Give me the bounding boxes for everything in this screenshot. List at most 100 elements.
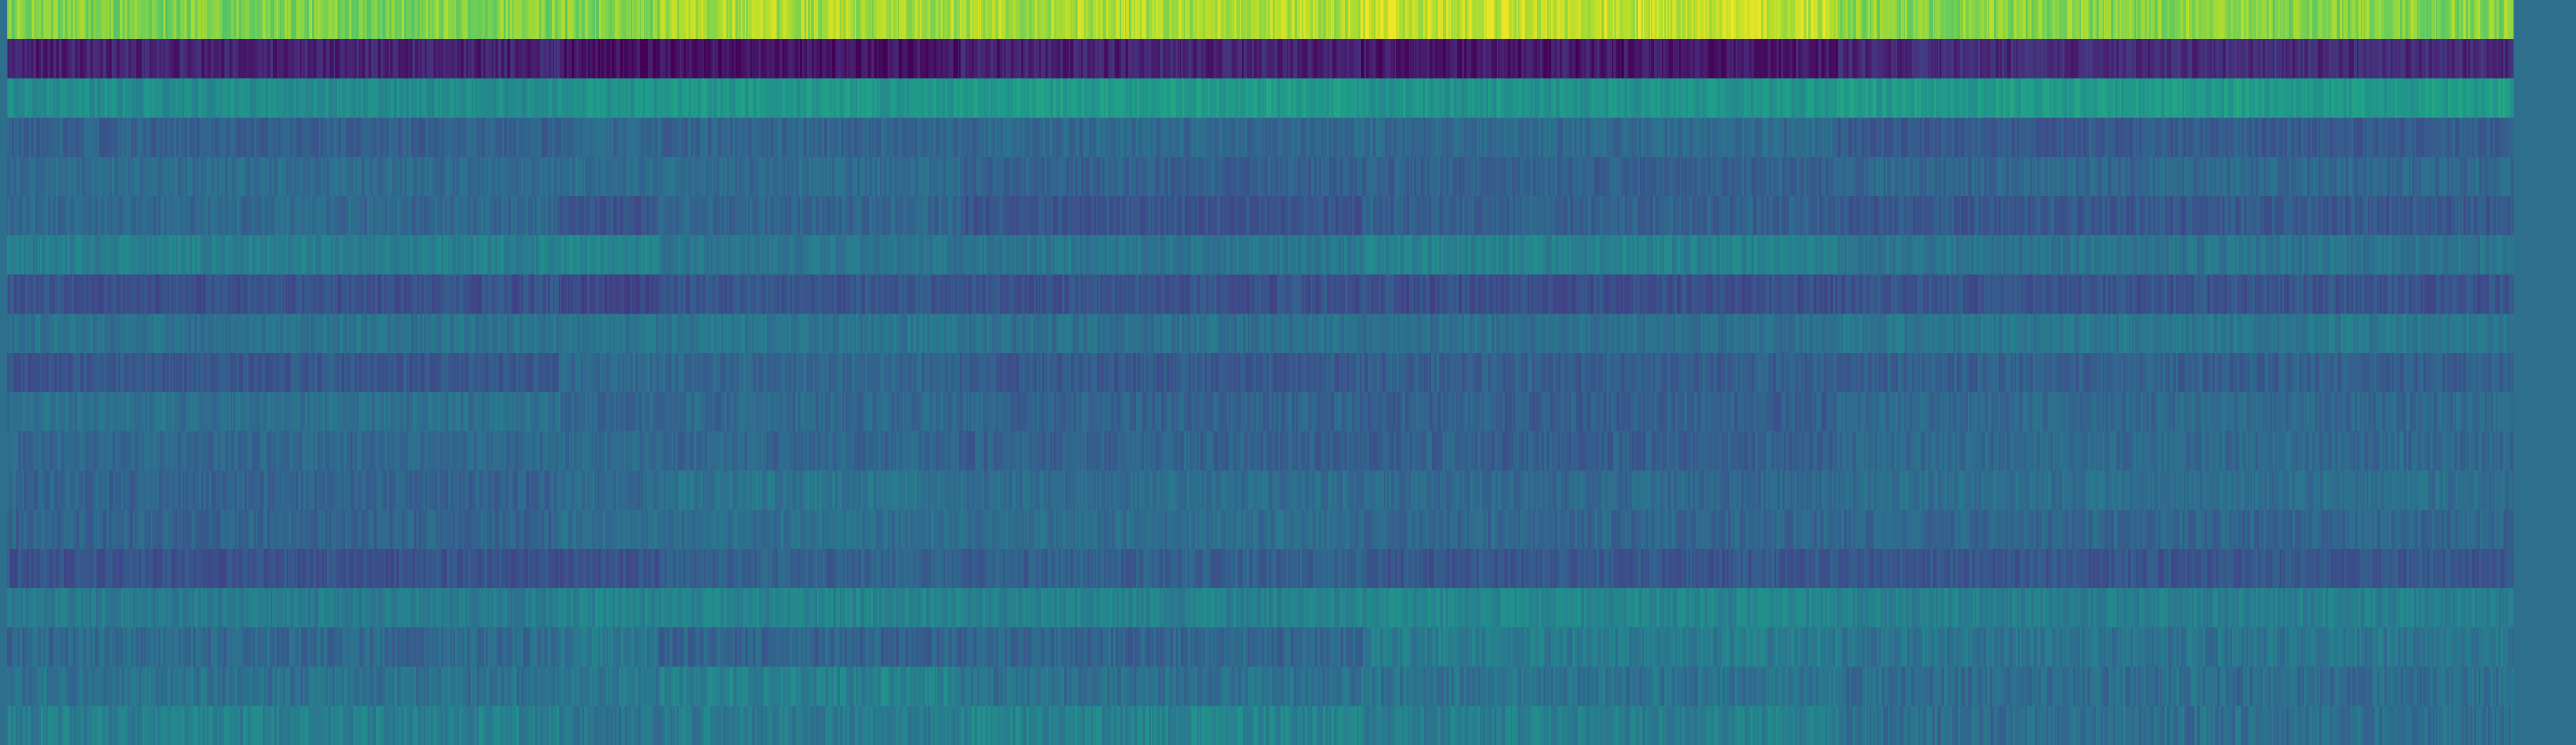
heatmap-cell [1303,0,1306,40]
heatmap-cell [1345,0,1348,40]
heatmap-cell [62,39,64,79]
heatmap-cell [2303,0,2307,40]
heatmap-cell [576,39,579,79]
heatmap-cell [2241,0,2244,40]
heatmap-cell [255,0,258,40]
heatmap-cell [561,0,564,40]
heatmap-cell [146,39,150,79]
heatmap-cell [285,0,288,40]
heatmap-cell [1847,0,1851,40]
heatmap-cell [95,0,98,40]
heatmap-cell [362,39,365,79]
heatmap-cell [551,39,553,79]
heatmap-cell [883,0,887,40]
heatmap-cell [1091,0,1094,40]
heatmap-cell [569,39,572,79]
heatmap-cell [768,0,771,40]
heatmap-cell [133,39,137,79]
heatmap-cell [2161,0,2165,40]
heatmap-cell [159,39,163,79]
heatmap-cell [1206,0,1208,40]
heatmap-cell [2496,0,2500,40]
heatmap-cell [168,0,172,40]
heatmap-cell [1429,0,1432,40]
heatmap-cell [1701,0,1705,40]
heatmap-cell [2419,0,2422,40]
heatmap-cell [1203,0,1206,40]
heatmap-cell [1614,0,1617,40]
heatmap-cell [2486,0,2489,40]
heatmap-cell [1472,0,1475,40]
heatmap-cell [1170,0,1172,40]
heatmap-cell [224,39,227,79]
heatmap-cell [2005,0,2008,40]
heatmap-cell [1197,0,1200,40]
heatmap-cell [1261,0,1265,40]
heatmap-cell [390,39,393,79]
heatmap-cell [454,0,457,40]
heatmap-cell [1833,0,1836,40]
heatmap-cell [1910,0,1913,40]
heatmap-cell [58,0,61,40]
heatmap-cell [2137,0,2141,40]
heatmap-cell [1063,0,1066,40]
heatmap-cell [43,0,47,40]
heatmap-cell [304,0,308,40]
heatmap-cell [349,0,352,40]
heatmap-cell [1434,0,1436,40]
heatmap-cell [134,0,138,40]
heatmap-cell [1328,0,1331,40]
heatmap-cell [36,0,39,40]
heatmap-cell [1907,0,1910,40]
heatmap-cell [2422,0,2425,40]
heatmap-cell [61,0,64,40]
heatmap-cell [988,0,991,40]
heatmap-cell [2474,0,2478,40]
heatmap-cell [2097,0,2100,40]
heatmap-cell [539,0,542,40]
heatmap-row [7,39,2514,79]
heatmap-cell [1147,0,1150,40]
heatmap-cell [1788,0,1791,40]
heatmap-cell [564,39,567,79]
heatmap-cell [404,0,407,40]
heatmap-cell [2463,0,2467,40]
heatmap-cell [1386,0,1389,40]
heatmap-cell [471,0,474,40]
heatmap-cell [614,39,617,79]
heatmap-cell [2023,0,2026,40]
heatmap-cell [156,39,160,79]
heatmap-cell [332,0,334,40]
heatmap-cell [2196,0,2199,40]
heatmap-cell [309,0,312,40]
heatmap-cell [345,39,348,79]
heatmap-cell [1767,0,1769,40]
heatmap-cell [43,39,46,79]
heatmap-cell [267,0,271,40]
heatmap-cell [1772,0,1775,40]
heatmap-cell [2204,0,2207,40]
heatmap-cell [274,39,278,79]
heatmap-cell [196,39,199,79]
heatmap-cell [283,39,287,79]
heatmap-cell [801,0,805,40]
heatmap-cell [26,0,29,40]
heatmap-cell [1245,0,1247,40]
heatmap-cell [1292,0,1295,40]
heatmap-cell [395,0,398,40]
heatmap-cell [742,0,745,40]
heatmap-cell [815,0,819,40]
heatmap-cell [386,39,390,79]
heatmap-cell [1946,0,1950,40]
heatmap-cell [2252,0,2255,40]
heatmap-cell [1638,0,1641,40]
heatmap-cell [415,39,419,79]
heatmap-cell [429,0,432,40]
heatmap-cell [1534,0,1538,40]
heatmap-cell [2032,0,2035,40]
heatmap-cell [1687,0,1690,40]
heatmap-cell [2375,0,2379,40]
heatmap-cell [517,0,520,40]
heatmap-cell [1418,0,1422,40]
heatmap-cell [2047,0,2050,40]
